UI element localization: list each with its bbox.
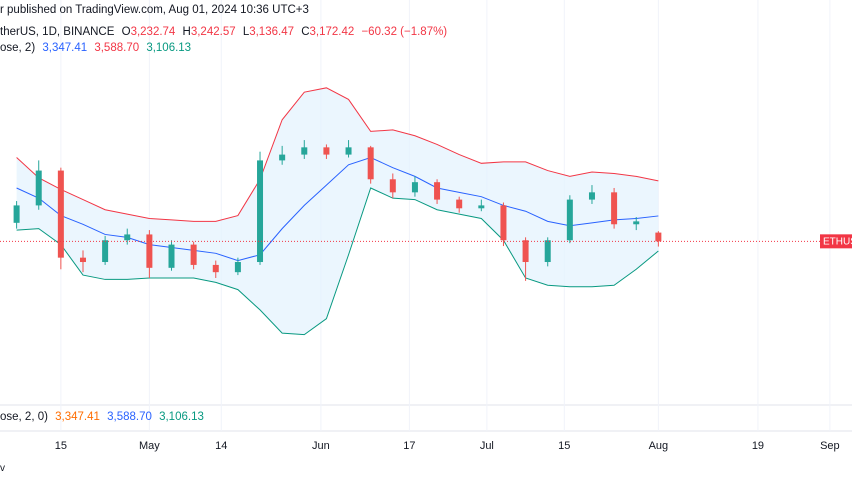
indicator-value: 3,106.13 <box>146 42 192 54</box>
band-fill <box>16 87 659 335</box>
x-tick-label: 19 <box>752 440 764 452</box>
candle-body <box>124 234 131 241</box>
ohlc-key: H <box>182 26 191 38</box>
ohlc-c: C3,172.42 <box>301 26 354 38</box>
x-tick-label: 15 <box>558 440 570 452</box>
indicator-value: 3,588.70 <box>107 411 152 423</box>
band-line <box>16 187 659 336</box>
ohlc-key: C <box>301 26 310 38</box>
last-price-box <box>820 234 852 249</box>
candle-body <box>168 244 175 268</box>
candle-body <box>79 257 86 263</box>
x-tick-label: Jul <box>480 440 494 452</box>
candle-body <box>146 234 153 268</box>
footer-text: v <box>0 463 5 474</box>
ohlc-o: O3,232.74 <box>122 26 176 38</box>
candle-body <box>190 244 197 265</box>
candle-body <box>389 179 396 193</box>
candle-body <box>102 240 109 263</box>
candle-body <box>566 199 573 241</box>
candle-body <box>35 170 42 206</box>
ohlc-h: H3,242.57 <box>183 26 236 38</box>
candle-body <box>500 205 507 241</box>
x-tick-label: May <box>139 440 160 452</box>
change: −60.32 (−1.87%) <box>361 26 448 38</box>
candle-body <box>611 192 618 225</box>
candle-body <box>478 205 485 209</box>
candle-body <box>13 205 20 223</box>
ohlc-key: L <box>242 26 250 38</box>
candle-body <box>212 264 219 273</box>
last-price-label: ETHUS <box>823 236 852 247</box>
candle-body <box>544 240 551 263</box>
ohlc-value: 3,172.42 <box>309 26 355 38</box>
candle-body <box>57 170 64 258</box>
ohlc-value: 3,242.57 <box>190 26 236 38</box>
ohlc-l: L3,136.47 <box>243 26 294 38</box>
indicator-value: 3,588.70 <box>94 42 140 54</box>
candle-body <box>345 147 352 155</box>
footer: v <box>0 463 9 474</box>
x-tick-label: Jun <box>312 440 330 452</box>
candle-body <box>411 182 418 193</box>
indicator-value: 3,106.13 <box>159 411 204 423</box>
indicator-name: ose, 2) <box>0 42 36 54</box>
candle-body <box>633 221 640 225</box>
candle-body <box>456 199 463 209</box>
candle-body <box>655 232 662 242</box>
x-tick-label: Aug <box>649 440 669 452</box>
lower-pane-legend: ose, 2, 0) 3,347.41 3,588.70 3,106.13 <box>0 411 208 423</box>
candle-body <box>522 240 529 263</box>
candle-body <box>588 192 595 200</box>
candle-body <box>234 262 241 273</box>
candle-body <box>434 182 441 200</box>
plot <box>0 0 831 431</box>
candle-body <box>367 147 374 180</box>
x-tick-label: 14 <box>215 440 227 452</box>
ohlc-line: therUS, 1D, BINANCE O3,232.74 H3,242.57 … <box>0 26 451 38</box>
band-line <box>16 156 659 262</box>
indicator-name: ose, 2, 0) <box>0 411 48 423</box>
band-line <box>16 87 659 222</box>
published: r published on TradingView.com, Aug 01, … <box>0 4 309 16</box>
x-tick-label: 17 <box>403 440 415 452</box>
indicator-value: 3,347.41 <box>55 411 100 423</box>
candle-body <box>279 154 286 161</box>
x-tick-label: 15 <box>55 440 67 452</box>
candle-body <box>323 147 330 155</box>
indicator-value: 3,347.41 <box>42 42 88 54</box>
ohlc-value: 3,232.74 <box>130 26 176 38</box>
ohlc-key: O <box>121 26 131 38</box>
x-tick-label: Sep <box>820 440 840 452</box>
candle-body <box>301 147 308 155</box>
symbol: therUS, 1D, BINANCE <box>0 26 115 38</box>
indicator-legend: ose, 2) 3,347.41 3,588.70 3,106.13 <box>0 42 195 54</box>
ohlc-value: 3,136.47 <box>249 26 294 38</box>
candle-body <box>257 160 264 263</box>
published-line: r published on TradingView.com, Aug 01, … <box>0 4 313 16</box>
